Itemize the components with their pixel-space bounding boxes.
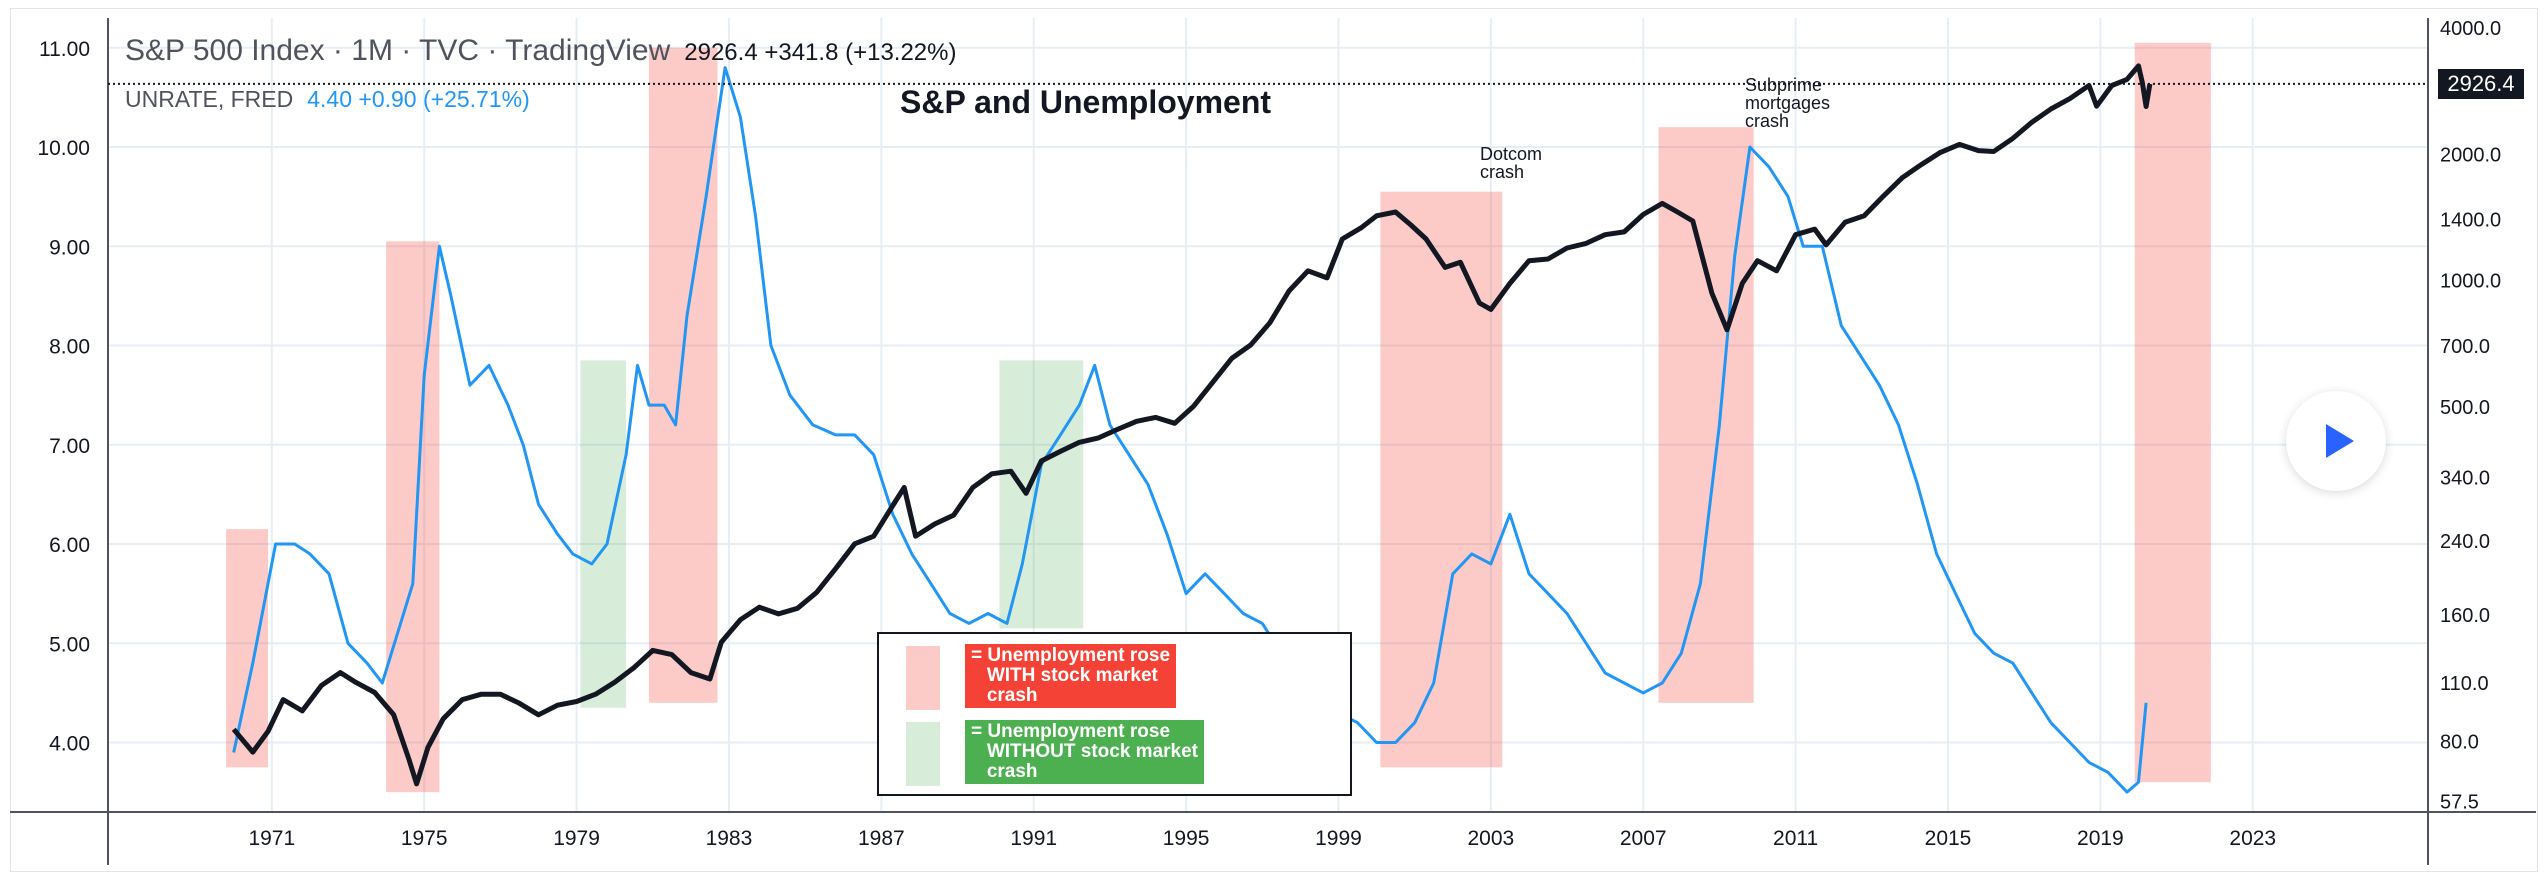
right-tick-label: 700.0 xyxy=(2440,336,2490,358)
unrate-name: UNRATE, FRED xyxy=(125,86,294,112)
annotation-dotcom: Dotcom crash xyxy=(1480,144,1543,182)
left-tick-label: 9.00 xyxy=(49,236,90,259)
region-with xyxy=(2134,42,2211,783)
right-tick-label: 2000.0 xyxy=(2440,144,2501,166)
unrate-header[interactable]: UNRATE, FRED 4.40 +0.90 (+25.71%) xyxy=(125,86,530,113)
x-tick-label: 2003 xyxy=(1467,827,1514,850)
play-button[interactable] xyxy=(2286,391,2386,491)
region-with xyxy=(648,47,718,703)
x-tick-label: 1979 xyxy=(553,827,600,850)
left-tick-label: 4.00 xyxy=(49,733,90,756)
region-with xyxy=(226,529,268,768)
series-line-sp500 xyxy=(231,63,2153,787)
right-tick-label: 160.0 xyxy=(2440,605,2490,627)
right-tick-label: 1400.0 xyxy=(2440,209,2501,231)
legend-label-with: = Unemployment rose WITH stock market cr… xyxy=(965,644,1177,708)
left-tick-label: 7.00 xyxy=(49,435,90,458)
x-tick-label: 1975 xyxy=(401,827,448,850)
region-without xyxy=(999,360,1084,629)
x-tick-label: 2023 xyxy=(2229,827,2276,850)
right-tick-label: 500.0 xyxy=(2440,397,2490,419)
x-tick-label: 1999 xyxy=(1315,827,1362,850)
left-tick-label: 10.00 xyxy=(37,137,90,160)
symbol-header[interactable]: S&P 500 Index · 1M · TVC · TradingView 29… xyxy=(125,34,956,68)
region-without xyxy=(580,360,627,708)
series-line-unrate xyxy=(232,66,2148,794)
legend-label-without: = Unemployment rose WITHOUT stock market… xyxy=(965,720,1204,784)
unrate-values: 4.40 +0.90 (+25.71%) xyxy=(307,86,530,112)
legend-swatch-with xyxy=(906,646,940,710)
x-tick-label: 2007 xyxy=(1620,827,1667,850)
series-lines xyxy=(108,63,2428,794)
symbol-values: 2926.4 +341.8 (+13.22%) xyxy=(684,39,957,66)
chart-title: S&P and Unemployment xyxy=(900,84,1272,120)
x-tick-label: 1987 xyxy=(858,827,905,850)
play-icon xyxy=(2326,424,2354,458)
left-tick-label: 8.00 xyxy=(49,336,90,359)
right-tick-label: 110.0 xyxy=(2440,673,2489,695)
x-tick-label: 1971 xyxy=(248,827,295,850)
symbol-line: S&P 500 Index · 1M · TVC · TradingView xyxy=(125,34,671,67)
right-tick-label: 4000.0 xyxy=(2440,18,2501,40)
x-tick-label: 1991 xyxy=(1010,827,1057,850)
highlight-regions xyxy=(226,42,2211,793)
x-tick-label: 1983 xyxy=(706,827,753,850)
x-tick-label: 2019 xyxy=(2077,827,2124,850)
right-tick-label: 240.0 xyxy=(2440,531,2490,553)
legend: = Unemployment rose WITH stock market cr… xyxy=(877,632,1352,796)
region-with xyxy=(1380,191,1503,768)
left-tick-label: 5.00 xyxy=(49,633,90,656)
right-tick-label: 340.0 xyxy=(2440,467,2490,489)
last-price-tag: 2926.4 xyxy=(2438,68,2524,99)
x-tick-label: 2015 xyxy=(1925,827,1972,850)
x-tick-label: 2011 xyxy=(1773,827,1818,850)
left-tick-label: 11.00 xyxy=(39,38,90,61)
x-tick-label: 1995 xyxy=(1163,827,1210,850)
axes: 1971 1975 1979 1983 1987 1991 1995 1999 2003 2007… xyxy=(10,18,2536,865)
annotation-subprime: Subprime mortgages crash xyxy=(1745,75,1831,131)
right-tick-label: 80.0 xyxy=(2440,731,2479,753)
right-tick-label: 1000.0 xyxy=(2440,271,2501,293)
left-tick-label: 6.00 xyxy=(49,534,90,557)
right-tick-label: 57.5 xyxy=(2440,792,2479,814)
legend-swatch-without xyxy=(906,722,940,786)
